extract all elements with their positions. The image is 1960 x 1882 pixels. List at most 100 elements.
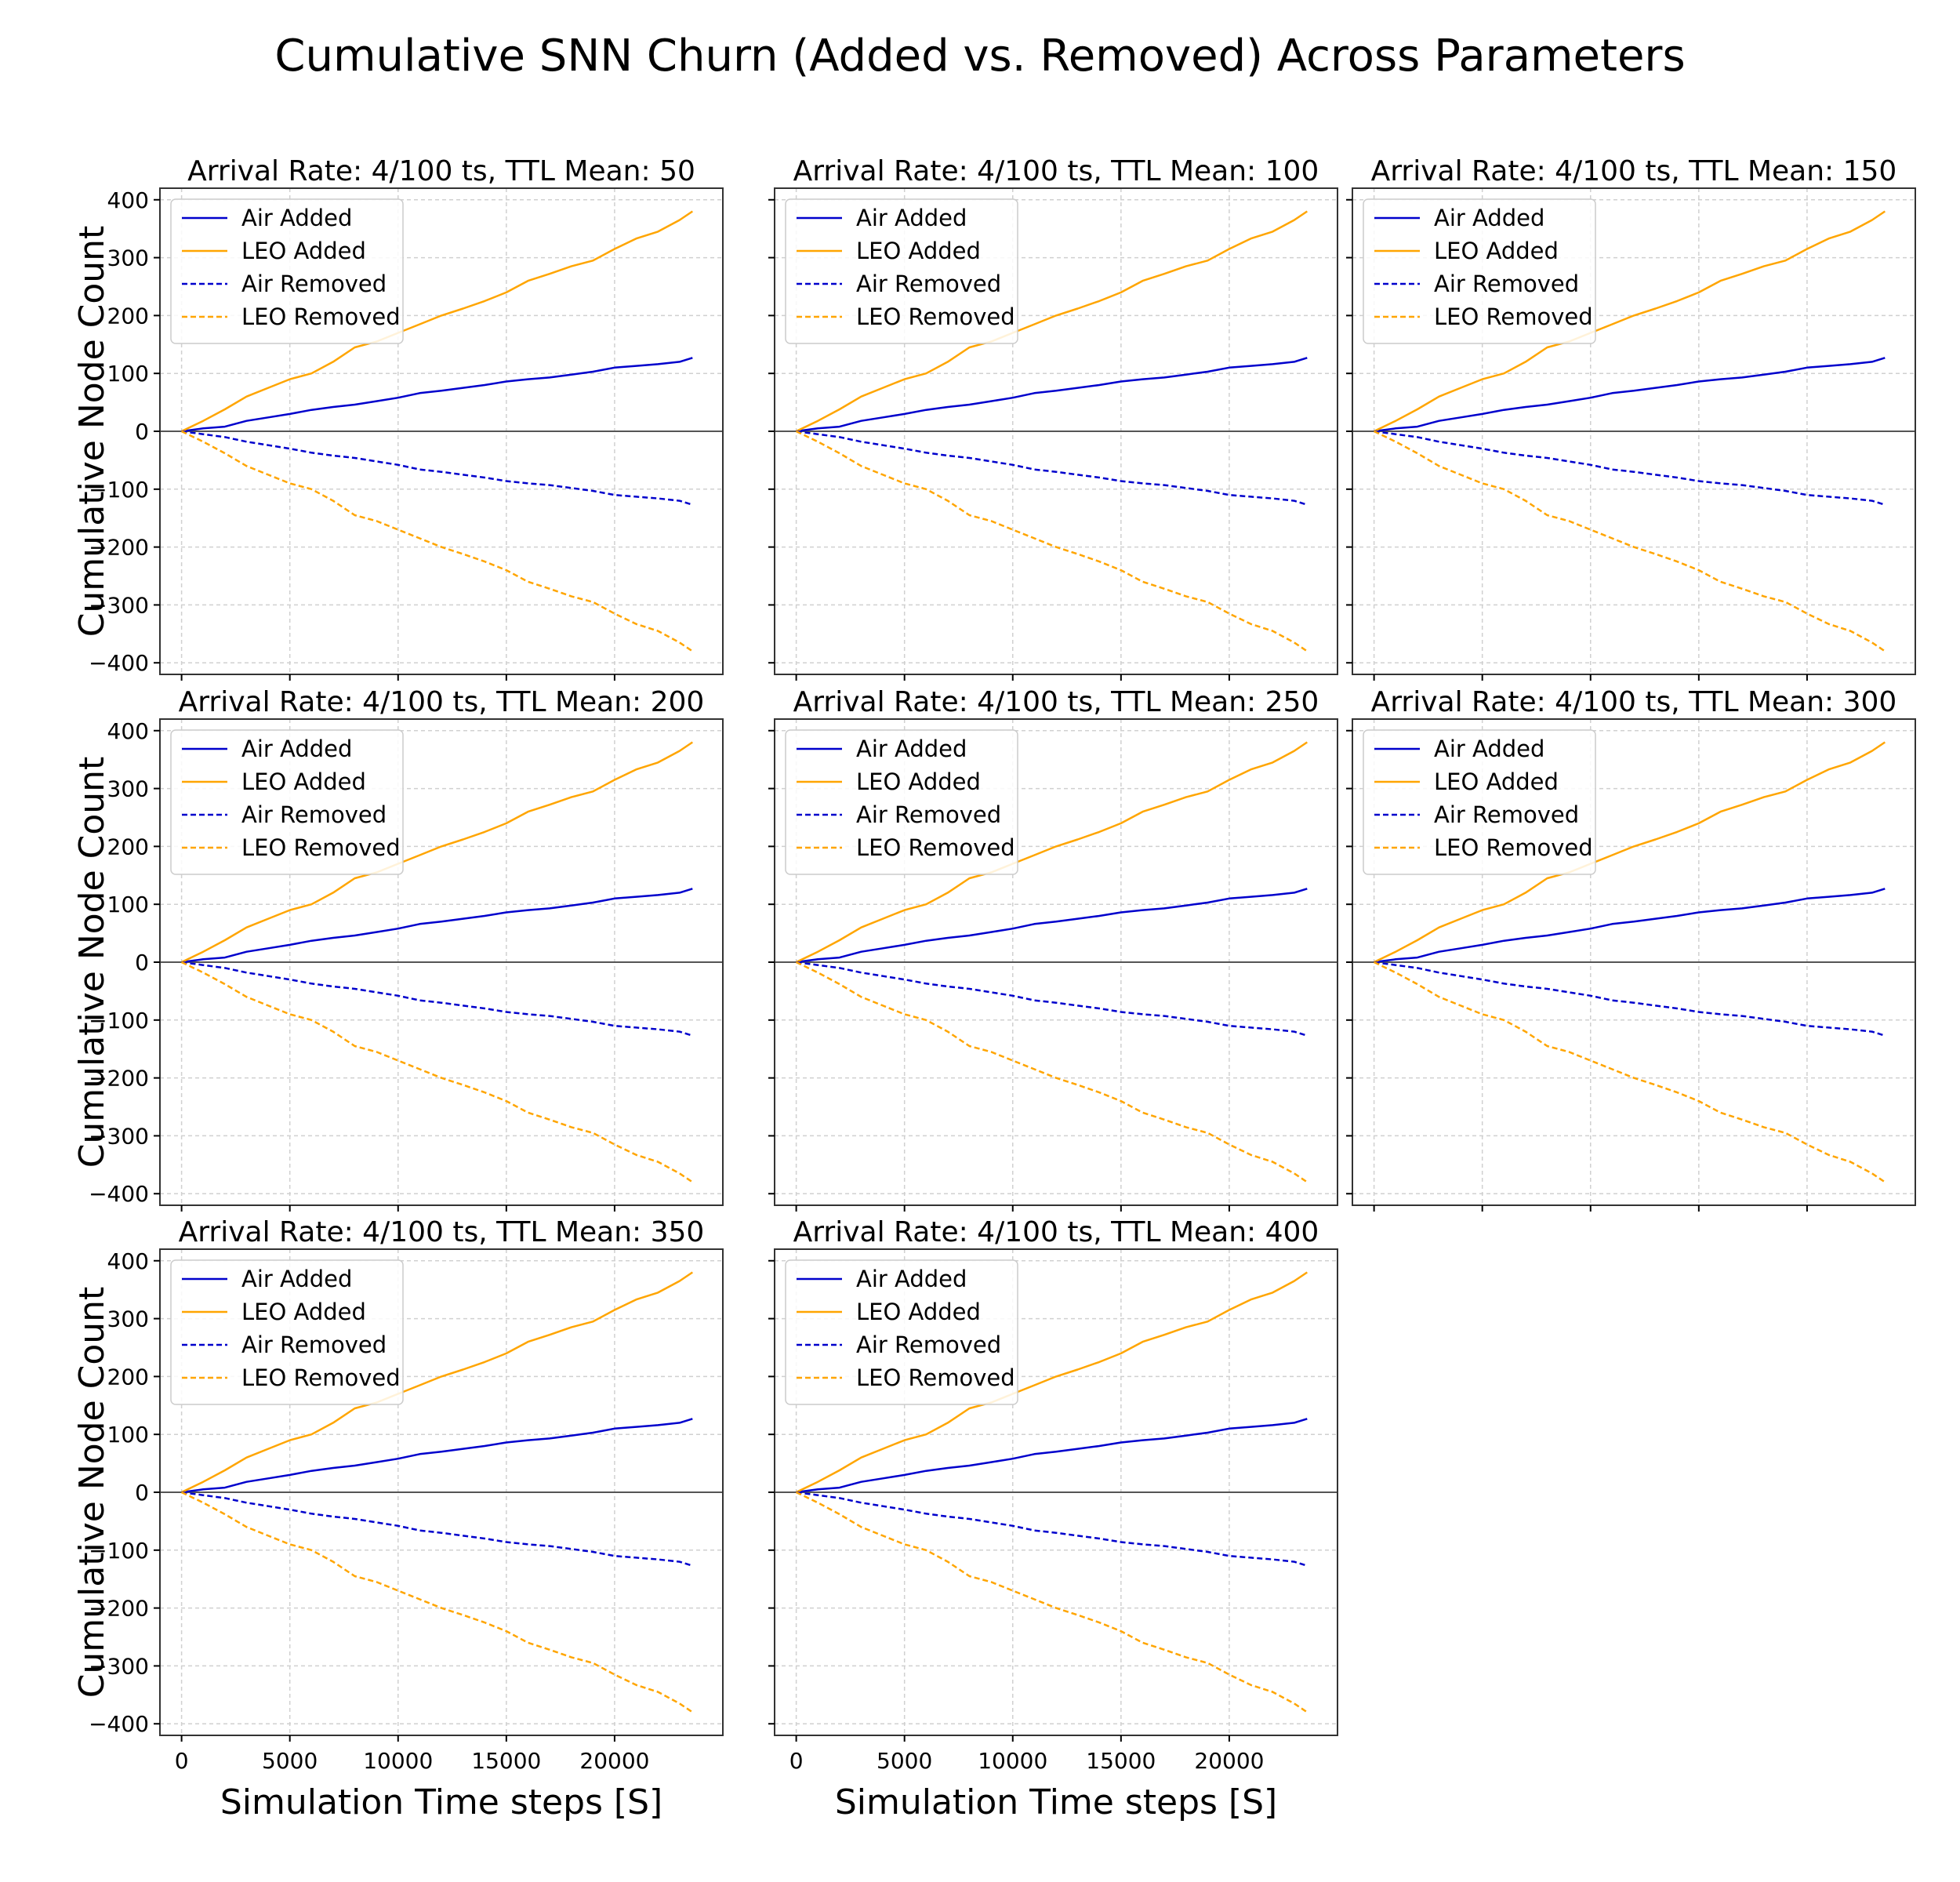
legend: Air Added LEO Added Air Removed LEO Removed	[785, 1259, 1018, 1405]
x-tick-label: 20000	[579, 1748, 649, 1774]
x-tick-label: 0	[789, 1748, 804, 1774]
subplot-title: Arrival Rate: 4/100 ts, TTL Mean: 350	[179, 1216, 705, 1248]
legend-label: LEO Removed	[241, 834, 401, 861]
series-line	[181, 888, 693, 964]
y-tick-label: 400	[107, 718, 149, 744]
series-line	[181, 430, 693, 506]
subplot-panel: −400 −300 −200 −100 0 100 200 300 400 Arrival Rat…	[72, 155, 724, 681]
legend-label: Air Removed	[856, 801, 1001, 828]
legend: Air Added LEO Added Air Removed LEO Removed	[1363, 198, 1596, 344]
legend-label: LEO Added	[241, 238, 366, 264]
legend-box	[785, 729, 1018, 875]
y-axis-label: Cumulative Node Count	[72, 1287, 112, 1699]
legend: Air Added LEO Added Air Removed LEO Removed	[170, 198, 404, 344]
legend-label: LEO Removed	[241, 303, 401, 330]
series-line	[796, 210, 1308, 433]
y-tick-label: 200	[107, 303, 149, 329]
x-tick-label: 20000	[1194, 1748, 1264, 1774]
legend-label: Air Added	[241, 736, 352, 762]
series-line	[796, 1491, 1308, 1713]
series-line	[796, 741, 1308, 964]
legend-label: LEO Added	[856, 238, 981, 264]
legend: Air Added LEO Added Air Removed LEO Removed	[1363, 729, 1596, 875]
series-line	[1374, 210, 1886, 433]
subplot-panel: −400 −300 −200 −100 0 100 200 300 400 Arrival Rat…	[72, 686, 724, 1212]
subplot-panel: Arrival Rate: 4/100 ts, TTL Mean: 100 Air…	[768, 155, 1338, 681]
series-line	[1374, 357, 1886, 433]
subplot-panel: Arrival Rate: 4/100 ts, TTL Mean: 250 Air…	[768, 686, 1338, 1212]
y-tick-label: −100	[89, 477, 149, 503]
legend-label: Air Removed	[1434, 801, 1579, 828]
legend-label: Air Removed	[241, 271, 387, 297]
legend-box	[170, 1259, 404, 1405]
series-line	[796, 961, 1308, 1037]
legend-label: LEO Added	[241, 768, 366, 795]
legend-label: LEO Added	[1434, 768, 1559, 795]
y-tick-label: 400	[107, 187, 149, 213]
legend-label: Air Removed	[241, 801, 387, 828]
subplot-title: Arrival Rate: 4/100 ts, TTL Mean: 300	[1371, 686, 1897, 718]
series-line	[796, 1271, 1308, 1494]
x-tick-label: 5000	[877, 1748, 932, 1774]
legend-label: Air Removed	[241, 1332, 387, 1358]
series-line	[1374, 430, 1886, 506]
subplot-panel: 0 5000 10000 15000 20000 Arrival Rate: 4/100 …	[768, 1216, 1338, 1822]
y-tick-label: −300	[89, 1653, 149, 1679]
x-tick-label: 5000	[262, 1748, 318, 1774]
subplot-panel: Arrival Rate: 4/100 ts, TTL Mean: 150 Air…	[1346, 155, 1916, 681]
series-line	[181, 961, 693, 1183]
series-line	[1374, 961, 1886, 1183]
legend-label: LEO Removed	[856, 1364, 1015, 1391]
legend-label: Air Removed	[856, 1332, 1001, 1358]
y-tick-label: −100	[89, 1538, 149, 1564]
legend-label: Air Added	[241, 1266, 352, 1292]
y-tick-label: 0	[135, 1480, 149, 1506]
y-tick-label: 100	[107, 892, 149, 917]
y-tick-label: −100	[89, 1008, 149, 1034]
x-axis-label: Simulation Time steps [S]	[220, 1782, 662, 1822]
y-tick-label: −400	[89, 1181, 149, 1207]
y-tick-label: −200	[89, 1596, 149, 1622]
series-line	[1374, 888, 1886, 964]
y-tick-label: 400	[107, 1248, 149, 1274]
subplot-panel: −400 −300 −200 −100 0 100 200 300 400 0 5000 10000 1…	[72, 1216, 724, 1822]
legend-label: Air Added	[856, 205, 967, 231]
figure-title: Cumulative SNN Churn (Added vs. Removed)…	[274, 31, 1685, 82]
series-line	[1374, 741, 1886, 964]
y-axis-label: Cumulative Node Count	[72, 757, 112, 1168]
y-tick-label: 100	[107, 1422, 149, 1448]
series-line	[1374, 430, 1886, 652]
series-line	[181, 430, 693, 652]
subplot-title: Arrival Rate: 4/100 ts, TTL Mean: 400	[793, 1216, 1319, 1248]
legend-label: LEO Added	[1434, 238, 1559, 264]
y-tick-label: 100	[107, 361, 149, 387]
subplot-title: Arrival Rate: 4/100 ts, TTL Mean: 250	[793, 686, 1319, 718]
legend-box	[785, 1259, 1018, 1405]
series-line	[181, 357, 693, 433]
series-line	[181, 1491, 693, 1713]
legend-label: LEO Removed	[856, 834, 1015, 861]
legend-label: LEO Removed	[241, 1364, 401, 1391]
series-line	[796, 430, 1308, 652]
series-line	[796, 1491, 1308, 1567]
series-line	[181, 741, 693, 964]
subplot-title: Arrival Rate: 4/100 ts, TTL Mean: 200	[179, 686, 705, 718]
series-line	[796, 961, 1308, 1183]
y-tick-label: −300	[89, 592, 149, 618]
legend-label: Air Added	[1434, 736, 1544, 762]
subplot-title: Arrival Rate: 4/100 ts, TTL Mean: 50	[187, 155, 695, 187]
y-tick-label: −200	[89, 535, 149, 561]
y-tick-label: 300	[107, 1306, 149, 1332]
series-line	[796, 357, 1308, 433]
legend-label: LEO Added	[241, 1299, 366, 1325]
series-line	[181, 210, 693, 433]
legend-box	[1363, 198, 1596, 344]
legend-box	[1363, 729, 1596, 875]
y-tick-label: −200	[89, 1066, 149, 1092]
series-line	[181, 1491, 693, 1567]
subplot-title: Arrival Rate: 4/100 ts, TTL Mean: 150	[1371, 155, 1897, 187]
series-line	[796, 430, 1308, 506]
x-tick-label: 10000	[363, 1748, 433, 1774]
y-tick-label: 300	[107, 776, 149, 802]
